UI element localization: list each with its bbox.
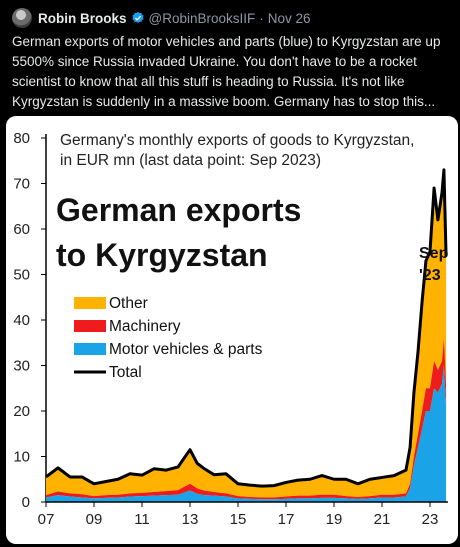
y-tick-label: 60 [13, 221, 30, 238]
end-label-sep: Sep [419, 245, 449, 262]
chart-svg: 0 10 20 30 40 50 60 70 80 07 09 11 13 15 17 19 21 23 Ger… [13, 130, 449, 528]
chart-subtitle: in EUR mn (last data point: Sep 2023) [60, 152, 321, 169]
avatar[interactable] [12, 8, 32, 28]
y-tick-label: 0 [22, 494, 30, 511]
tweet-date[interactable]: Nov 26 [267, 10, 311, 26]
x-tick-label: 17 [278, 511, 295, 528]
x-axis-ticks: 07 09 11 13 15 17 19 21 23 [38, 502, 439, 528]
annotation-title-line-2: to Kyrgyzstan [56, 237, 268, 273]
verified-badge-shape [131, 11, 144, 23]
x-tick-label: 23 [422, 511, 439, 528]
legend-label-machinery: Machinery [109, 318, 181, 335]
verified-check [134, 15, 141, 21]
y-tick-label: 40 [13, 312, 30, 329]
tweet-text: German exports of motor vehicles and par… [12, 32, 454, 112]
tweet-header: Robin Brooks @RobinBrooksIIF · Nov 26 [12, 8, 311, 28]
x-tick-label: 11 [134, 511, 150, 528]
separator-dot: · [259, 10, 264, 26]
line-total [45, 168, 448, 488]
end-label-year: '23 [419, 267, 441, 284]
tweet-media-chart[interactable]: 0 10 20 30 40 50 60 70 80 07 09 11 13 15 17 19 21 23 Ger… [6, 116, 458, 544]
y-tick-label: 10 [13, 449, 30, 466]
legend-swatch-other [74, 297, 106, 309]
y-tick-label: 70 [13, 176, 30, 193]
x-tick-label: 15 [230, 511, 247, 528]
legend-label-total: Total [109, 364, 142, 381]
author-name[interactable]: Robin Brooks [38, 10, 127, 26]
y-tick-label: 80 [13, 130, 30, 147]
tweet-text-line: scientist to know that all this stuff is… [12, 74, 405, 89]
y-tick-label: 20 [13, 403, 30, 420]
area-machinery [46, 338, 447, 500]
author-handle[interactable]: @RobinBrooksIIF [148, 10, 256, 26]
legend-swatch-machinery [74, 320, 106, 332]
x-tick-label: 07 [38, 511, 55, 528]
y-tick-label: 50 [13, 267, 30, 284]
tweet-text-line: 5500% since Russia invaded Ukraine. You … [12, 54, 417, 69]
y-axis-ticks: 0 10 20 30 40 50 60 70 80 [13, 130, 47, 511]
tweet-text-line: Kyrgyzstan is suddenly in a massive boom… [12, 94, 436, 109]
stacked-areas [45, 168, 448, 502]
chart-title: Germany's monthly exports of goods to Ky… [60, 132, 414, 149]
legend-label-motor: Motor vehicles & parts [109, 341, 263, 358]
legend-swatch-motor [74, 343, 106, 355]
x-tick-label: 21 [374, 511, 391, 528]
y-tick-label: 30 [13, 358, 30, 375]
legend-label-other: Other [109, 295, 148, 312]
x-tick-label: 13 [182, 511, 199, 528]
tweet-text-line: German exports of motor vehicles and par… [12, 34, 441, 49]
legend: Other Machinery Motor vehicles & parts T… [74, 295, 263, 381]
verified-badge-icon [131, 11, 144, 23]
x-tick-label: 19 [326, 511, 343, 528]
annotation-title-line-1: German exports [56, 192, 301, 228]
x-tick-label: 09 [86, 511, 103, 528]
